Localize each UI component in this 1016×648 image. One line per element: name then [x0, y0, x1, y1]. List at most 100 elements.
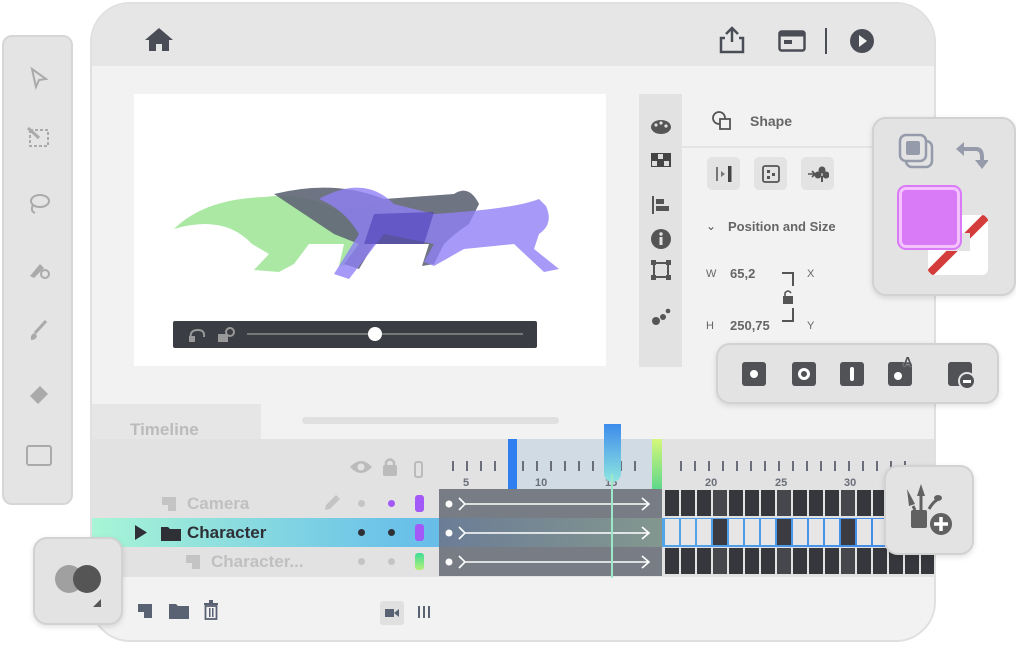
frame-cell[interactable] [745, 490, 759, 516]
height-field[interactable]: 250,75 [730, 318, 770, 333]
frame-cell[interactable] [681, 548, 695, 574]
lock-icon[interactable] [382, 457, 398, 482]
arrange-icon[interactable] [898, 133, 936, 176]
horizontal-scrollbar[interactable] [302, 417, 559, 424]
scrub-track[interactable] [247, 333, 523, 335]
frame-cell[interactable] [729, 519, 743, 545]
home-icon[interactable] [144, 26, 174, 57]
brush-icon[interactable] [22, 314, 56, 348]
onion-skin-button[interactable] [33, 537, 123, 625]
frame-cell[interactable] [809, 490, 823, 516]
frame-cell[interactable] [793, 490, 807, 516]
frame-cell[interactable] [777, 548, 791, 574]
align-icon[interactable] [652, 196, 670, 219]
frame-cell[interactable] [793, 519, 807, 545]
keyframe-track[interactable] [439, 547, 662, 576]
bar-shape-button[interactable] [840, 362, 864, 386]
keyframe-track[interactable] [439, 489, 662, 518]
frame-cell[interactable] [681, 490, 695, 516]
scrub-handle[interactable] [368, 327, 382, 341]
share-icon[interactable] [719, 26, 745, 59]
frame-cell[interactable] [713, 490, 727, 516]
frame-cell[interactable] [681, 519, 695, 545]
layer-color-chip[interactable] [415, 553, 424, 570]
frame-cell[interactable] [825, 519, 839, 545]
frame-cell[interactable] [841, 490, 855, 516]
layer-row-character[interactable]: Character [92, 518, 934, 547]
columns-icon[interactable] [418, 605, 432, 624]
frame-cell[interactable] [665, 519, 679, 545]
frame-cell[interactable] [665, 490, 679, 516]
paint-bucket-icon[interactable] [22, 252, 56, 286]
ring-shape-button[interactable] [792, 362, 816, 386]
frame-cell[interactable] [841, 548, 855, 574]
frame-cell[interactable] [857, 548, 871, 574]
stage-canvas[interactable] [134, 94, 606, 366]
select-arrow-icon[interactable] [22, 61, 56, 95]
text-shape-button[interactable]: A [888, 354, 912, 386]
frame-cell[interactable] [713, 519, 727, 545]
lock-open-icon[interactable] [782, 290, 794, 309]
fill-color-swatch[interactable] [899, 187, 960, 248]
layer-name[interactable]: Character [187, 523, 267, 542]
frame-cell[interactable] [745, 548, 759, 574]
transform-icon[interactable] [22, 121, 56, 155]
camera-view-button[interactable] [380, 601, 404, 625]
frame-cell[interactable] [841, 519, 855, 545]
fill-shape-button[interactable] [742, 362, 766, 386]
layer-row-camera[interactable]: Camera [92, 489, 934, 518]
layer-row-character-child[interactable]: Character... [92, 547, 934, 576]
frame-cell[interactable] [825, 548, 839, 574]
frame-cell[interactable] [809, 548, 823, 574]
chevron-down-icon[interactable]: ⌄ [706, 219, 717, 233]
camera-zoom-icon[interactable] [217, 326, 237, 349]
eye-icon[interactable] [349, 459, 373, 480]
layer-color-chip[interactable] [415, 495, 424, 512]
frame-cell[interactable] [761, 490, 775, 516]
tab-timeline[interactable]: Timeline [92, 404, 261, 440]
range-start-marker[interactable] [508, 439, 517, 489]
frame-cell[interactable] [761, 519, 775, 545]
timeline-ruler[interactable]: 5 10 15 [439, 439, 662, 489]
layer-color-chip[interactable] [415, 524, 424, 541]
lasso-icon[interactable] [22, 187, 56, 221]
frame-cell[interactable] [761, 548, 775, 574]
bounds-icon[interactable] [651, 260, 671, 285]
frame-cell[interactable] [745, 519, 759, 545]
frame-cell[interactable] [777, 490, 791, 516]
swap-arrow-icon[interactable] [954, 139, 989, 176]
palette-icon[interactable] [650, 118, 672, 141]
dots-icon[interactable] [651, 306, 671, 331]
frame-cell[interactable] [697, 490, 711, 516]
range-end-marker[interactable] [652, 439, 662, 489]
flip-button[interactable] [707, 157, 740, 190]
playhead-handle[interactable] [604, 424, 621, 482]
new-layer-icon[interactable] [136, 602, 154, 625]
rectangle-icon[interactable] [22, 439, 56, 473]
frame-cell[interactable] [873, 548, 887, 574]
playhead-line[interactable] [611, 474, 613, 578]
lock-dot[interactable] [388, 500, 395, 507]
layer-name[interactable]: Camera [187, 494, 250, 513]
info-icon[interactable] [651, 229, 671, 254]
lock-dot[interactable] [388, 529, 395, 536]
visibility-dot[interactable] [358, 558, 365, 565]
grid-icon[interactable] [651, 153, 671, 172]
frame-cell[interactable] [825, 490, 839, 516]
frame-cell[interactable] [729, 490, 743, 516]
frame-cell[interactable] [665, 548, 679, 574]
eraser-icon[interactable] [22, 376, 56, 410]
visibility-dot[interactable] [358, 500, 365, 507]
frame-cell[interactable] [713, 548, 727, 574]
new-folder-icon[interactable] [168, 602, 190, 625]
frame-cell[interactable] [729, 548, 743, 574]
frame-cell[interactable] [793, 548, 807, 574]
width-field[interactable]: 65,2 [730, 266, 756, 281]
frame-cell[interactable] [873, 490, 887, 516]
expand-triangle-icon[interactable] [135, 525, 147, 545]
loop-icon[interactable] [187, 327, 207, 348]
frame-cell[interactable] [809, 519, 823, 545]
visibility-dot[interactable] [358, 529, 365, 536]
frame-cell[interactable] [857, 519, 871, 545]
outline-icon[interactable] [414, 461, 423, 478]
